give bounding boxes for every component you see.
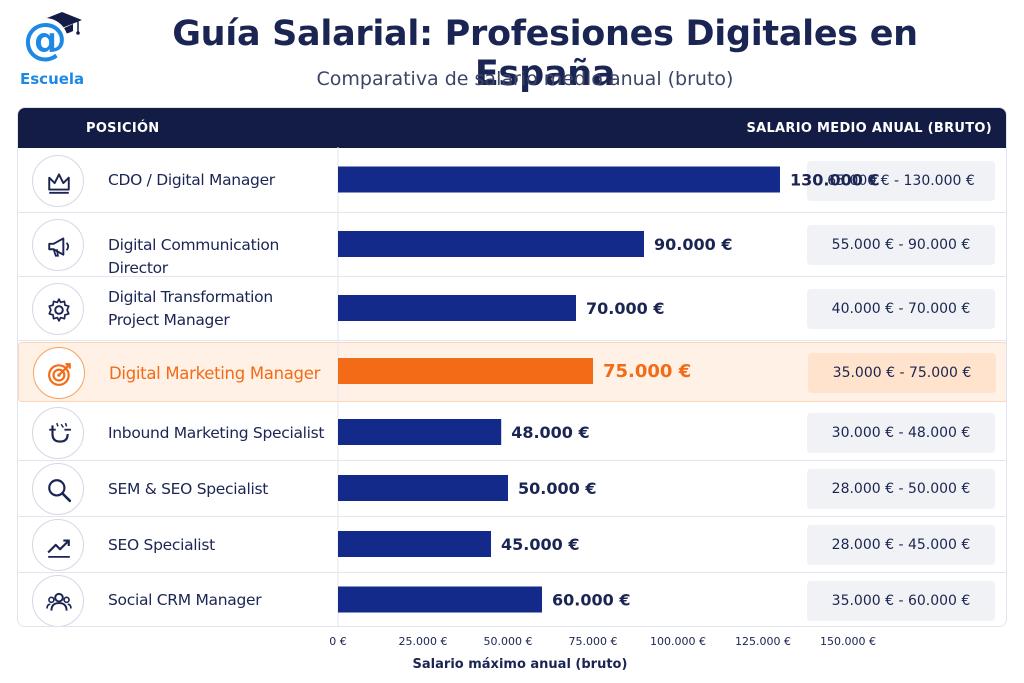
search-icon <box>32 463 84 515</box>
position-name: Inbound Marketing Specialist <box>108 423 325 442</box>
position-name: Digital Marketing Manager <box>109 363 321 383</box>
salary-range: 40.000 € - 70.000 € <box>807 289 995 329</box>
page-title: Guía Salarial: Profesiones Digitales en … <box>172 14 918 94</box>
position-name: CDO / Digital Manager <box>108 171 275 189</box>
x-tick-label: 75.000 € <box>569 635 618 648</box>
salary-range: 28.000 € - 50.000 € <box>807 469 995 509</box>
x-axis-title: Salario máximo anual (bruto) <box>412 657 628 672</box>
x-tick-label: 100.000 € <box>650 635 706 648</box>
salary-range: 28.000 € - 45.000 € <box>807 525 995 565</box>
salary-range: 35.000 € - 75.000 € <box>808 353 996 393</box>
users-icon <box>32 574 84 626</box>
x-tick-label: 125.000 € <box>735 635 791 648</box>
position-name: Digital Transformation Project Manager <box>108 288 273 329</box>
header-position: POSICIÓN <box>86 121 160 136</box>
x-tick-label: 50.000 € <box>484 635 533 648</box>
page-subtitle: Comparativa de salario medio anual (brut… <box>316 68 734 90</box>
trend-up-icon <box>32 519 84 571</box>
table-header: POSICIÓN SALARIO MEDIO ANUAL (BRUTO) <box>18 108 1006 148</box>
header-salary: SALARIO MEDIO ANUAL (BRUTO) <box>746 121 992 136</box>
magnet-icon <box>32 407 84 459</box>
megaphone-icon <box>32 219 84 271</box>
position-name: Social CRM Manager <box>108 591 262 609</box>
salary-range: 55.000 € - 90.000 € <box>807 225 995 265</box>
brand-logo: @ Escuela <box>14 10 94 90</box>
table-row: Inbound Marketing Specialist 30.000 € - 4… <box>18 405 1006 461</box>
position-name: SEO Specialist <box>108 535 215 554</box>
crown-icon <box>32 154 84 207</box>
table-row: Digital Transformation Project Manager 40.… <box>18 277 1006 341</box>
table-row: Digital Communication Director 55.000 € -… <box>18 213 1006 277</box>
x-tick-label: 0 € <box>329 635 347 648</box>
salary-range: 65.000 € - 130.000 € <box>807 160 995 201</box>
position-name: SEM & SEO Specialist <box>108 479 269 498</box>
table-row: CDO / Digital Manager 65.000 € - 130.000 … <box>18 148 1006 213</box>
salary-range: 35.000 € - 60.000 € <box>807 580 995 621</box>
table-row: Digital Marketing Manager 35.000 € - 75.0… <box>18 342 1006 402</box>
gear-icon <box>32 283 84 335</box>
table-row: SEM & SEO Specialist 28.000 € - 50.000 € <box>18 461 1006 517</box>
position-name: Digital Communication Director <box>108 235 280 277</box>
salary-table: POSICIÓN SALARIO MEDIO ANUAL (BRUTO) CDO… <box>17 107 1007 627</box>
table-row: SEO Specialist 28.000 € - 45.000 € <box>18 517 1006 573</box>
brand-name: Escuela <box>20 70 85 88</box>
table-row: Social CRM Manager 35.000 € - 60.000 € <box>18 573 1006 626</box>
target-icon <box>33 347 85 399</box>
salary-range: 30.000 € - 48.000 € <box>807 413 995 453</box>
x-tick-label: 150.000 € <box>820 635 876 648</box>
at-sign-icon: @ <box>22 14 68 65</box>
x-tick-label: 25.000 € <box>399 635 448 648</box>
